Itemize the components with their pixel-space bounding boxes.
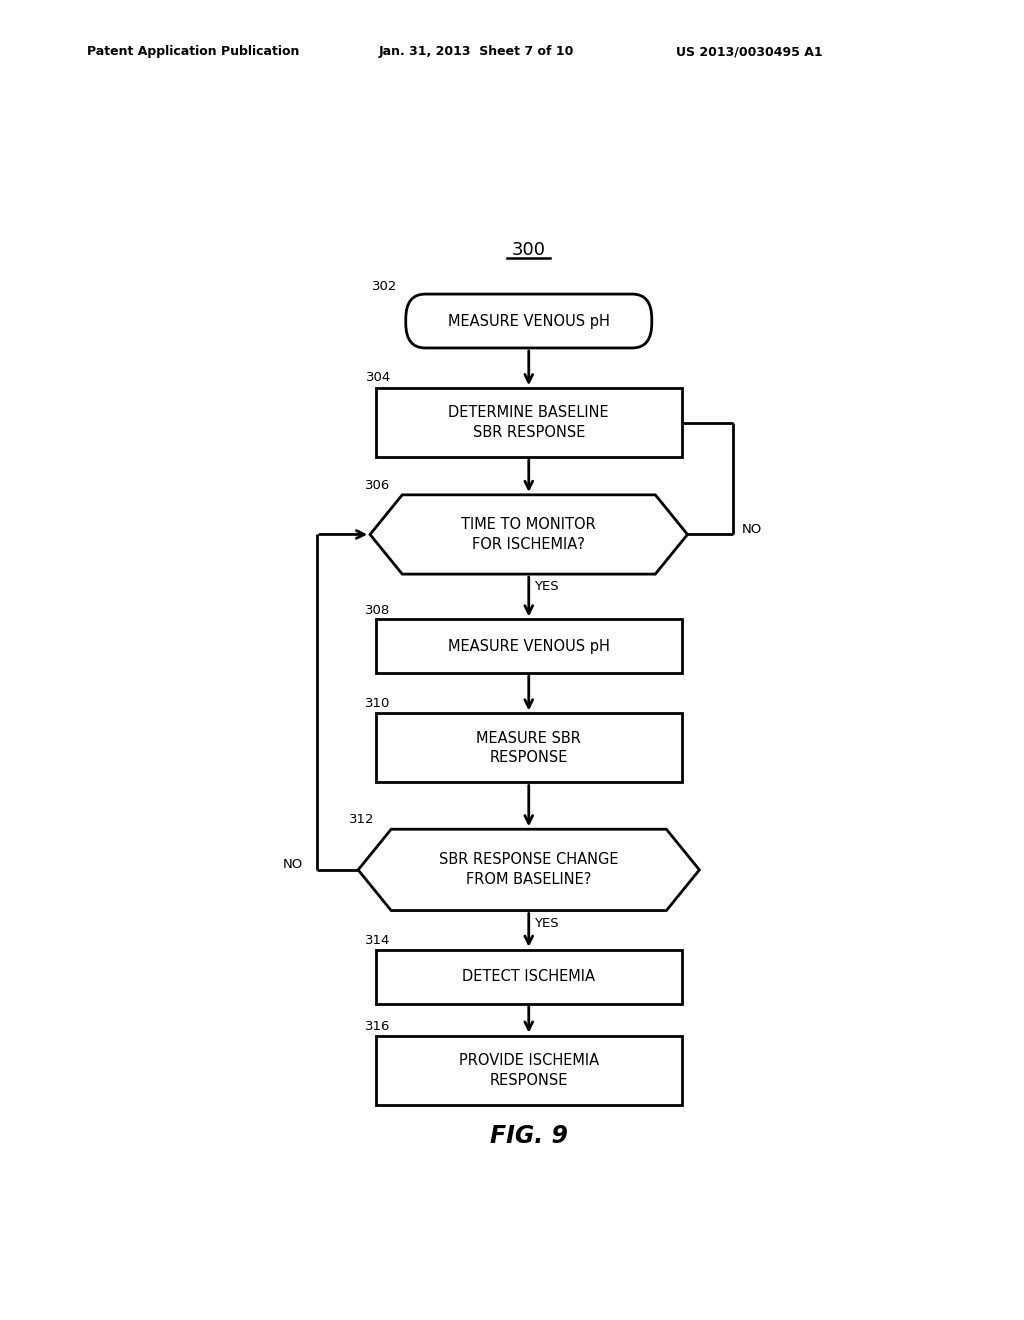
Text: FIG. 9: FIG. 9	[489, 1125, 567, 1148]
Text: PROVIDE ISCHEMIA
RESPONSE: PROVIDE ISCHEMIA RESPONSE	[459, 1053, 599, 1088]
Text: DETERMINE BASELINE
SBR RESPONSE: DETERMINE BASELINE SBR RESPONSE	[449, 405, 609, 440]
Bar	[376, 388, 682, 457]
Text: US 2013/0030495 A1: US 2013/0030495 A1	[676, 45, 822, 58]
Text: TIME TO MONITOR
FOR ISCHEMIA?: TIME TO MONITOR FOR ISCHEMIA?	[462, 517, 596, 552]
Text: SBR RESPONSE CHANGE
FROM BASELINE?: SBR RESPONSE CHANGE FROM BASELINE?	[439, 853, 618, 887]
Text: 300: 300	[512, 240, 546, 259]
Text: DETECT ISCHEMIA: DETECT ISCHEMIA	[462, 969, 595, 985]
Text: 310: 310	[365, 697, 390, 710]
FancyBboxPatch shape	[406, 294, 651, 348]
Text: NO: NO	[283, 858, 303, 871]
Text: 304: 304	[367, 371, 391, 384]
Bar	[376, 713, 682, 783]
Bar	[376, 949, 682, 1003]
Text: 312: 312	[348, 813, 374, 826]
Text: 316: 316	[365, 1019, 390, 1032]
Text: Patent Application Publication: Patent Application Publication	[87, 45, 299, 58]
Text: YES: YES	[534, 581, 558, 593]
Text: MEASURE VENOUS pH: MEASURE VENOUS pH	[447, 314, 609, 329]
Text: Jan. 31, 2013  Sheet 7 of 10: Jan. 31, 2013 Sheet 7 of 10	[379, 45, 574, 58]
Text: 308: 308	[365, 603, 390, 616]
Text: 314: 314	[365, 935, 390, 948]
Text: 306: 306	[365, 479, 390, 492]
Text: YES: YES	[534, 916, 558, 929]
Text: NO: NO	[742, 523, 763, 536]
Text: MEASURE SBR
RESPONSE: MEASURE SBR RESPONSE	[476, 730, 582, 766]
Text: MEASURE VENOUS pH: MEASURE VENOUS pH	[447, 639, 609, 653]
Bar	[376, 619, 682, 673]
Polygon shape	[358, 829, 699, 911]
Text: 302: 302	[372, 280, 397, 293]
Polygon shape	[370, 495, 687, 574]
Bar	[376, 1036, 682, 1105]
